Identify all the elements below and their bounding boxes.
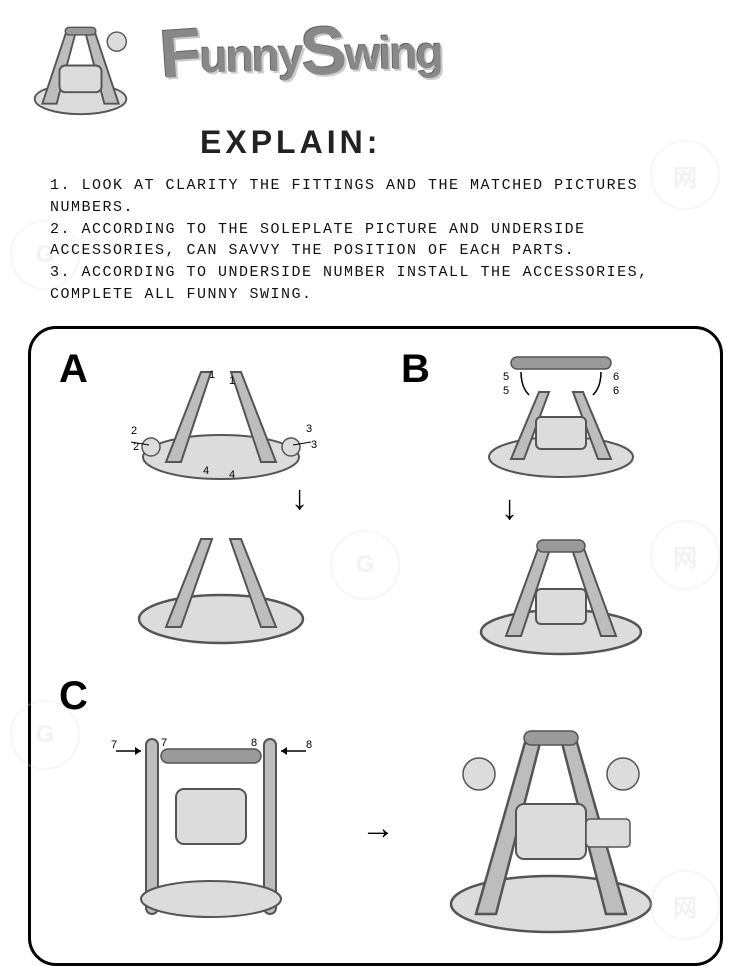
step-c-exploded: 7 7 8 8 bbox=[91, 709, 331, 939]
instruction-line: 3. ACCORDING TO UNDERSIDE NUMBER INSTALL… bbox=[50, 262, 711, 284]
step-b-result bbox=[451, 524, 671, 659]
watermark-icon: 网 bbox=[650, 520, 720, 590]
instruction-line: ACCESSORIES, CAN SAVVY THE POSITION OF E… bbox=[50, 240, 711, 262]
callout: 1 bbox=[209, 369, 215, 381]
callout: 7 bbox=[111, 739, 117, 751]
arrow-down-icon: ↓ bbox=[291, 479, 308, 518]
callout: 8 bbox=[251, 737, 257, 749]
instruction-line: 1. LOOK AT CLARITY THE FITTINGS AND THE … bbox=[50, 175, 711, 219]
instruction-block: 1. LOOK AT CLARITY THE FITTINGS AND THE … bbox=[0, 161, 751, 316]
swing-thumb-svg bbox=[23, 13, 138, 118]
callout: 7 bbox=[161, 737, 167, 749]
instruction-line: 2. ACCORDING TO THE SOLEPLATE PICTURE AN… bbox=[50, 219, 711, 241]
step-a-exploded: 1 1 2 2 3 3 4 4 bbox=[111, 347, 331, 487]
step-b-exploded: 5 5 6 6 bbox=[451, 347, 671, 487]
watermark-icon: G bbox=[330, 530, 400, 600]
watermark-icon: 网 bbox=[650, 870, 720, 940]
step-b-label: B bbox=[401, 347, 430, 392]
product-title: FunnySwing bbox=[160, 10, 732, 81]
callout: 5 bbox=[503, 371, 509, 383]
callout: 1 bbox=[229, 375, 235, 387]
product-thumbnail bbox=[20, 10, 140, 120]
callout: 2 bbox=[133, 441, 139, 453]
watermark-icon: G bbox=[10, 220, 80, 290]
watermark-icon: G bbox=[10, 700, 80, 770]
arrow-right-icon: → bbox=[361, 809, 395, 848]
callout: 5 bbox=[503, 385, 509, 397]
callout: 4 bbox=[203, 465, 209, 477]
watermark-icon: 网 bbox=[650, 140, 720, 210]
callout: 8 bbox=[306, 739, 312, 751]
callout: 6 bbox=[613, 385, 619, 397]
callout: 3 bbox=[306, 423, 312, 435]
instruction-line: COMPLETE ALL FUNNY SWING. bbox=[50, 284, 711, 306]
callout: 2 bbox=[131, 425, 137, 437]
step-a-result bbox=[116, 519, 326, 649]
callout: 6 bbox=[613, 371, 619, 383]
callout: 3 bbox=[311, 439, 317, 451]
callout: 4 bbox=[229, 469, 235, 481]
arrow-down-icon: ↓ bbox=[501, 489, 518, 528]
explain-heading: EXPLAIN: bbox=[0, 124, 751, 161]
step-a-label: A bbox=[59, 347, 88, 392]
step-c-result bbox=[421, 709, 681, 944]
assembly-diagram-box: A 1 1 2 2 3 3 4 4 ↓ B bbox=[28, 326, 723, 966]
